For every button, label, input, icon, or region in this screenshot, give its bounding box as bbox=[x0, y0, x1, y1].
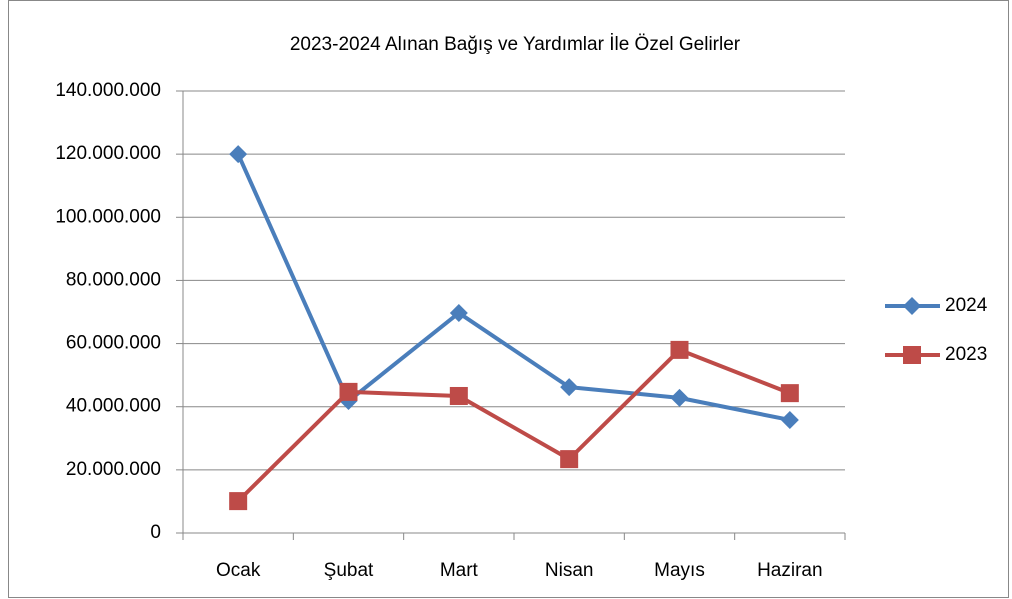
marker bbox=[229, 492, 248, 511]
marker bbox=[560, 378, 579, 397]
x-tick-label: Nisan bbox=[545, 560, 594, 581]
y-tick-label: 100.000.000 bbox=[55, 206, 161, 227]
marker bbox=[560, 450, 579, 469]
marker bbox=[229, 145, 248, 164]
marker bbox=[670, 340, 689, 359]
series-line bbox=[236, 347, 791, 503]
x-tick-label: Şubat bbox=[324, 560, 374, 581]
x-tick-label: Mayıs bbox=[654, 560, 705, 581]
marker bbox=[449, 386, 468, 405]
marker bbox=[670, 388, 689, 407]
y-tick-label: 20.000.000 bbox=[66, 459, 161, 480]
chart-title: 2023-2024 Alınan Bağış ve Yardımlar İle … bbox=[290, 34, 741, 55]
x-tick-label: Mart bbox=[440, 560, 479, 581]
y-tick-label: 140.000.000 bbox=[55, 80, 161, 101]
marker bbox=[449, 303, 468, 322]
x-tick-label: Ocak bbox=[216, 560, 261, 581]
x-tick-label: Haziran bbox=[757, 560, 822, 581]
series-line bbox=[236, 153, 791, 422]
y-tick-label: 60.000.000 bbox=[66, 333, 161, 354]
y-tick-label: 120.000.000 bbox=[55, 143, 161, 164]
legend-label: 2023 bbox=[945, 344, 987, 365]
y-tick-label: 0 bbox=[150, 522, 161, 543]
chart-frame bbox=[8, 0, 1009, 598]
legend-label: 2024 bbox=[945, 295, 988, 316]
marker bbox=[780, 384, 799, 403]
marker bbox=[780, 410, 799, 429]
marker bbox=[339, 382, 358, 401]
marker bbox=[903, 346, 921, 364]
y-tick-label: 80.000.000 bbox=[66, 269, 161, 290]
marker bbox=[903, 297, 921, 315]
y-tick-label: 40.000.000 bbox=[66, 396, 161, 417]
